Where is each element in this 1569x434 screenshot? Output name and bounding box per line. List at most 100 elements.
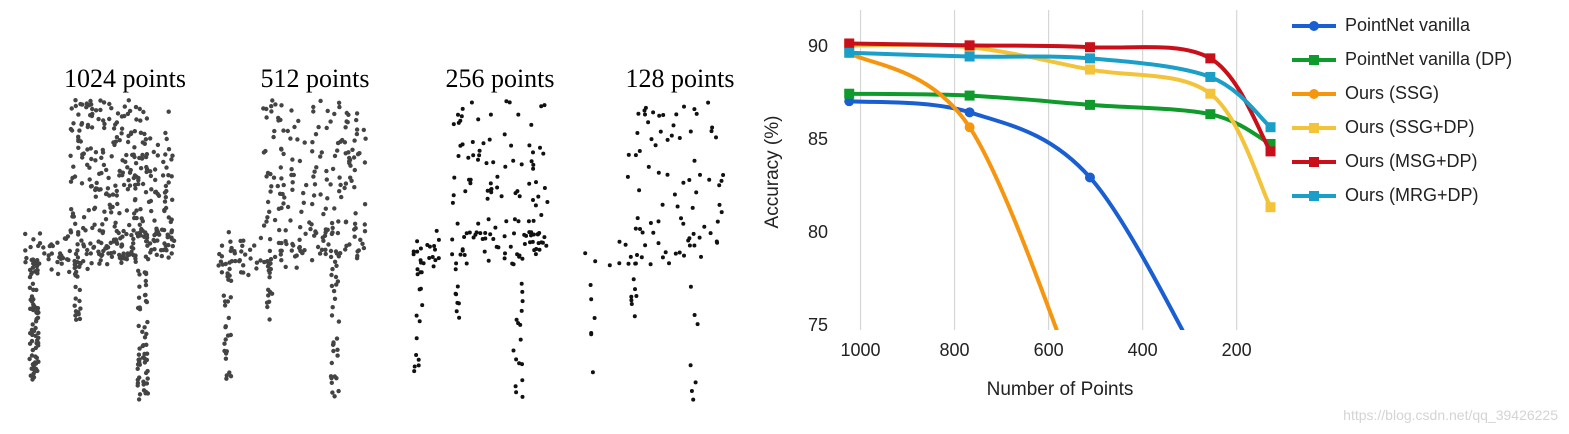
point [328, 182, 333, 187]
point [531, 218, 536, 223]
point [312, 233, 317, 238]
point [108, 240, 114, 245]
point [635, 216, 640, 221]
point [68, 230, 74, 235]
point [471, 235, 476, 240]
point [279, 146, 284, 151]
point [643, 112, 647, 117]
point [271, 175, 277, 180]
point [333, 249, 339, 254]
y-axis-label: Accuracy (%) [762, 116, 783, 229]
point [117, 138, 122, 143]
point [125, 139, 131, 145]
point [292, 124, 297, 130]
point [292, 254, 298, 259]
point [637, 188, 642, 193]
point [529, 122, 534, 127]
point [88, 113, 93, 118]
point [436, 256, 441, 261]
point [301, 190, 306, 196]
point [131, 228, 136, 233]
point [34, 316, 39, 322]
point [140, 140, 145, 145]
point [227, 370, 232, 375]
point [312, 182, 318, 187]
marker [1084, 42, 1095, 53]
point [325, 227, 330, 232]
marker [844, 47, 855, 58]
point [223, 356, 229, 361]
marker [964, 51, 975, 62]
point [529, 230, 534, 235]
point [140, 152, 145, 158]
point [128, 167, 133, 173]
point [34, 305, 39, 311]
point [77, 264, 82, 269]
point [455, 221, 460, 226]
point [29, 331, 34, 336]
point [124, 152, 129, 158]
point [162, 190, 168, 195]
point [125, 165, 130, 170]
point [332, 374, 337, 379]
point [607, 263, 612, 268]
point [450, 237, 455, 242]
point [115, 111, 121, 116]
point [660, 202, 665, 207]
point [330, 305, 335, 310]
point [111, 250, 117, 255]
point [706, 100, 711, 105]
point [675, 204, 680, 209]
point [285, 204, 291, 210]
point [493, 225, 498, 230]
point [107, 116, 112, 122]
point [466, 155, 471, 160]
point [125, 187, 131, 192]
point [488, 112, 493, 117]
point [518, 322, 523, 327]
point [462, 253, 467, 257]
point [520, 299, 525, 304]
point [117, 173, 122, 178]
point [85, 124, 91, 130]
point [352, 138, 357, 143]
point [145, 257, 151, 262]
point [142, 335, 148, 340]
point [170, 153, 175, 158]
point [66, 257, 71, 263]
point [220, 262, 225, 267]
point [499, 194, 504, 199]
point [362, 202, 368, 207]
point [223, 351, 229, 356]
point [691, 231, 696, 236]
point [121, 228, 126, 234]
point [265, 215, 270, 220]
point [343, 219, 349, 224]
point [511, 158, 516, 163]
plot-area [844, 38, 1276, 330]
point [412, 369, 417, 374]
point [102, 125, 107, 131]
point [136, 397, 142, 402]
point [656, 170, 661, 175]
point [319, 247, 325, 252]
point [271, 134, 276, 140]
point [509, 143, 514, 148]
point [699, 254, 703, 259]
point [100, 147, 106, 153]
point [693, 380, 698, 385]
point [73, 103, 79, 109]
point [514, 317, 519, 322]
point [322, 233, 328, 238]
point [419, 260, 423, 265]
point [324, 125, 329, 131]
point [534, 247, 539, 251]
point [85, 147, 90, 152]
point [317, 251, 323, 256]
point [694, 190, 699, 195]
point [133, 186, 138, 191]
point [330, 390, 335, 395]
point [453, 267, 458, 272]
point [143, 278, 148, 284]
point [222, 341, 227, 346]
